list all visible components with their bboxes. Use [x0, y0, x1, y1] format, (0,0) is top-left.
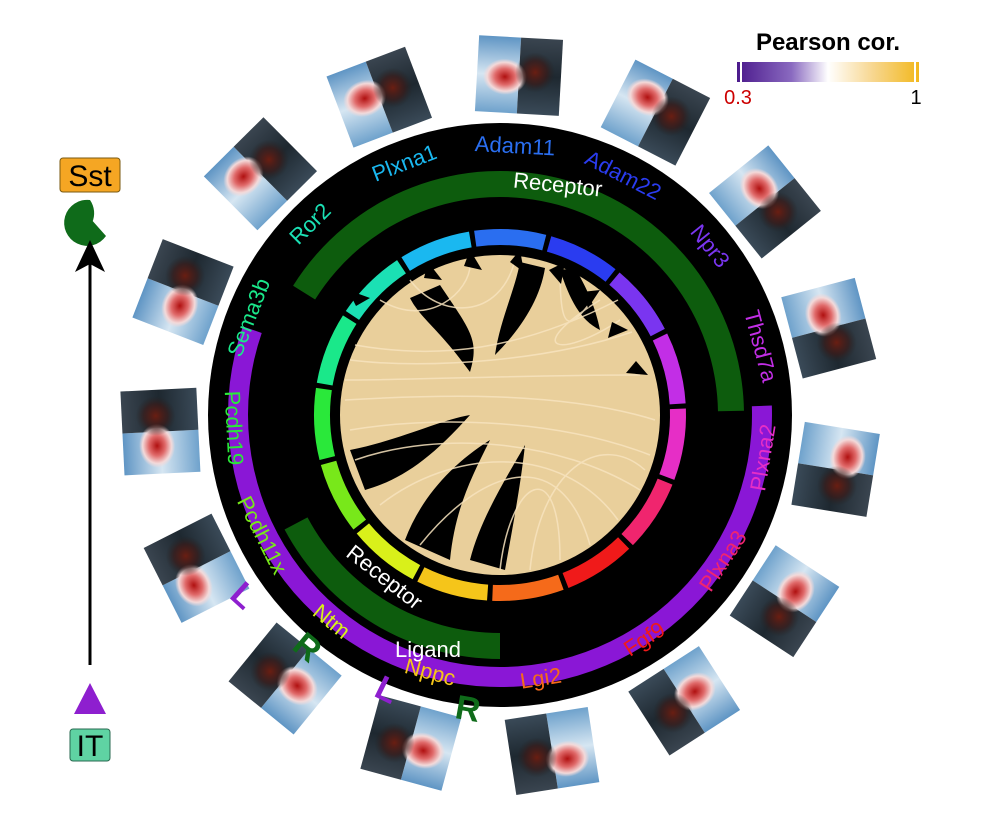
- sector-nppc: [417, 567, 489, 601]
- tile-sema3b: [132, 239, 234, 345]
- receptor-arc-bottom: [284, 517, 500, 659]
- chord-void-2: [495, 262, 545, 355]
- sector-lgi2: [492, 574, 564, 601]
- sector-fgf9: [562, 537, 630, 588]
- lr-mark-3: R: [453, 688, 484, 730]
- chord-links: [340, 250, 660, 575]
- color-legend: Pearson cor. 0.3 1: [724, 29, 921, 109]
- tile-lgi2: [504, 707, 600, 795]
- sector-adam11: [474, 229, 547, 251]
- sector-adam22: [546, 236, 616, 282]
- tile-adam11: [474, 35, 564, 116]
- chord-inner-fill: [340, 255, 660, 575]
- tile-pcdh19: [120, 387, 201, 476]
- tile-pcdh11x: [143, 513, 250, 623]
- ligand-label: Ligand: [395, 637, 461, 662]
- legend-title: Pearson cor.: [756, 29, 900, 56]
- tile-nppc: [360, 695, 462, 791]
- legend-max-label: 1: [910, 87, 921, 109]
- sector-plxna2: [659, 408, 687, 480]
- sector-pcdh19: [314, 387, 336, 460]
- it-label: IT: [77, 730, 104, 763]
- gene-label-pcdh19: Pcdh19: [220, 390, 249, 466]
- gene-sectors: [314, 229, 687, 601]
- chord-void-4: [350, 415, 470, 490]
- sst-box: [59, 157, 121, 193]
- it-box: [69, 728, 111, 762]
- tile-ntm: [228, 622, 342, 735]
- sector-sema3b: [316, 315, 357, 386]
- chord-arrowheads: [348, 250, 648, 375]
- sector-npr3: [609, 272, 665, 337]
- chord-void-3: [560, 268, 600, 330]
- axis-arrow-head: [75, 240, 105, 272]
- receptor-arc-top: [293, 171, 744, 412]
- legend-colorbar: [737, 62, 919, 82]
- expression-tiles: [120, 35, 880, 795]
- sst-label: Sst: [68, 160, 112, 193]
- tile-fgf9: [628, 646, 741, 756]
- tile-plxna3: [729, 545, 840, 658]
- chord-void-5: [405, 440, 490, 560]
- sector-plxna3: [621, 478, 673, 546]
- sector-plxna1: [401, 231, 472, 271]
- sector-pcdh11x: [320, 460, 367, 530]
- tile-plxna2: [791, 421, 880, 517]
- legend-min-label: 0.3: [724, 87, 752, 109]
- tile-plxna1: [326, 46, 433, 148]
- sst-cell-icon: [64, 199, 106, 246]
- side-axis: Sst IT: [59, 157, 121, 763]
- tile-npr3: [709, 145, 821, 259]
- it-cell-icon: [74, 683, 106, 714]
- sector-ntm: [356, 523, 421, 580]
- tile-adam22: [600, 59, 711, 166]
- sector-ror2: [345, 260, 406, 320]
- gene-label-adam11: Adam11: [474, 131, 556, 160]
- tile-ror2: [203, 117, 318, 231]
- sector-thsd7a: [652, 333, 686, 405]
- arc-group: [227, 171, 772, 688]
- tile-thsd7a: [781, 277, 877, 379]
- chord-void-6: [470, 445, 525, 570]
